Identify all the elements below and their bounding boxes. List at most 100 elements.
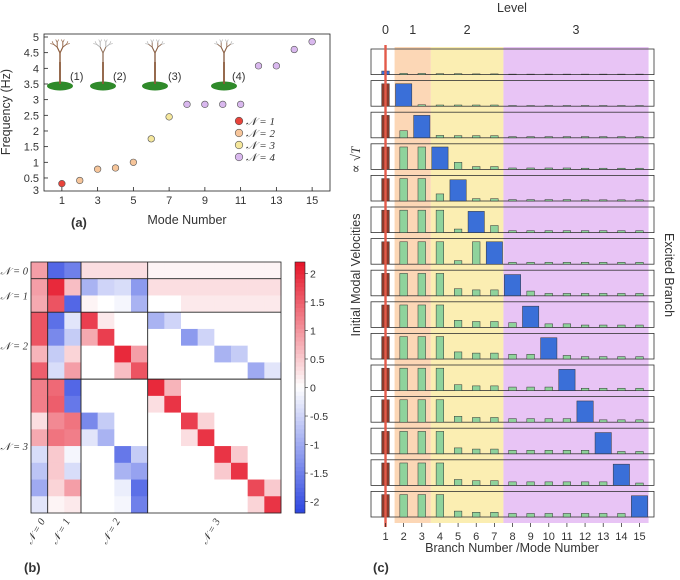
heatmap-cell [197,429,215,447]
bar-row [370,174,655,202]
tree-branch [66,41,69,45]
bar [635,451,644,455]
heatmap-cell [114,312,132,330]
panel-a-point [129,158,137,166]
bar [599,387,608,391]
heatmap-cell [214,412,232,430]
bar [526,386,535,391]
heatmap-cell [247,345,265,363]
panel-a-point [76,176,84,185]
panel-c-xtick-label: 14 [615,531,627,543]
tree-branch [214,43,218,45]
bar [435,494,444,518]
panel-c-xtick-label: 2 [401,531,407,543]
heatmap-cell [31,312,48,330]
bar [490,385,499,391]
panel-c-xtick-label: 13 [597,531,609,543]
heatmap-cell [164,362,182,380]
bar [454,510,463,518]
bar [526,418,535,423]
tree-label: (1) [70,71,83,83]
heatmap-col-label: 𝒩 = 0 [25,516,49,546]
heatmap-cell [214,462,232,480]
tree-branch [66,43,70,45]
colorbar-segment [295,362,305,367]
heatmap-cell [164,479,182,497]
heatmap-cell [231,262,248,280]
bar [635,199,644,202]
colorbar-segment [295,303,305,309]
bar [562,513,571,518]
bar [399,462,408,486]
panel-a-xlabel: Mode Number [147,213,226,227]
bar [617,387,626,391]
heatmap-cell [164,429,182,447]
bar [562,418,571,423]
bar [508,450,517,455]
bar [490,166,499,170]
panel-b-label: (b) [24,560,41,575]
colorbar-segment [295,496,305,501]
bar-row [370,111,655,139]
heatmap-cell [114,412,132,430]
heatmap-cell [31,462,48,480]
bar [617,513,626,518]
heatmap-cell [264,446,282,464]
heatmap-cell [81,379,98,397]
heatmap-cell [47,312,65,330]
bar [526,262,535,265]
heatmap-cell [47,429,65,447]
heatmap-cell [247,312,265,330]
bar [417,209,426,233]
tree-branch [151,39,154,43]
heatmap-cell [164,295,182,313]
bar [522,305,540,328]
heatmap-cell [147,262,165,280]
bar [454,384,463,391]
bar [544,481,553,486]
panel-a-point [290,45,298,54]
colorbar-segment [295,291,305,296]
bar [540,337,558,360]
bar [544,513,553,518]
bar [490,417,499,423]
bar [449,179,467,202]
panel-a-ylabel: Frequency (Hz) [0,69,13,155]
colorbar-segment [295,320,305,326]
bar [435,273,444,297]
bar [508,199,517,202]
heatmap-row-label: 𝒩 = 0 [0,266,28,277]
bar [562,105,571,107]
bar [472,385,481,391]
heatmap-cell [214,479,232,497]
heatmap-cell [47,295,65,313]
bar [399,241,408,265]
colorbar-segment [295,337,305,342]
bar [562,262,571,265]
bar [599,324,608,328]
panel-c-xtick-label: 12 [579,531,591,543]
panel-c-xtick-label: 3 [419,531,425,543]
heatmap-cell [247,496,265,514]
heatmap-col-label: 𝒩 = 3 [200,517,223,546]
colorbar-segment [295,487,305,493]
bar [399,273,408,297]
panel-c-ylabel-right: Excited Branch [662,233,676,317]
panel-a-ytick-label: 3 [33,185,39,197]
heatmap-cell [81,429,98,447]
colorbar-segment [295,299,305,305]
colorbar-segment [295,370,305,376]
bar [454,479,463,486]
heatmap-cell [31,345,48,363]
bar [544,450,553,455]
bar [417,336,426,360]
bar [472,512,481,518]
bar [417,104,426,107]
bar [472,417,481,423]
tree-branch [56,39,59,43]
bar [599,293,608,297]
heatmap-cell [197,379,215,397]
panel-a-ytick-label: 3.5 [24,79,39,91]
heatmap-cell [197,278,215,296]
